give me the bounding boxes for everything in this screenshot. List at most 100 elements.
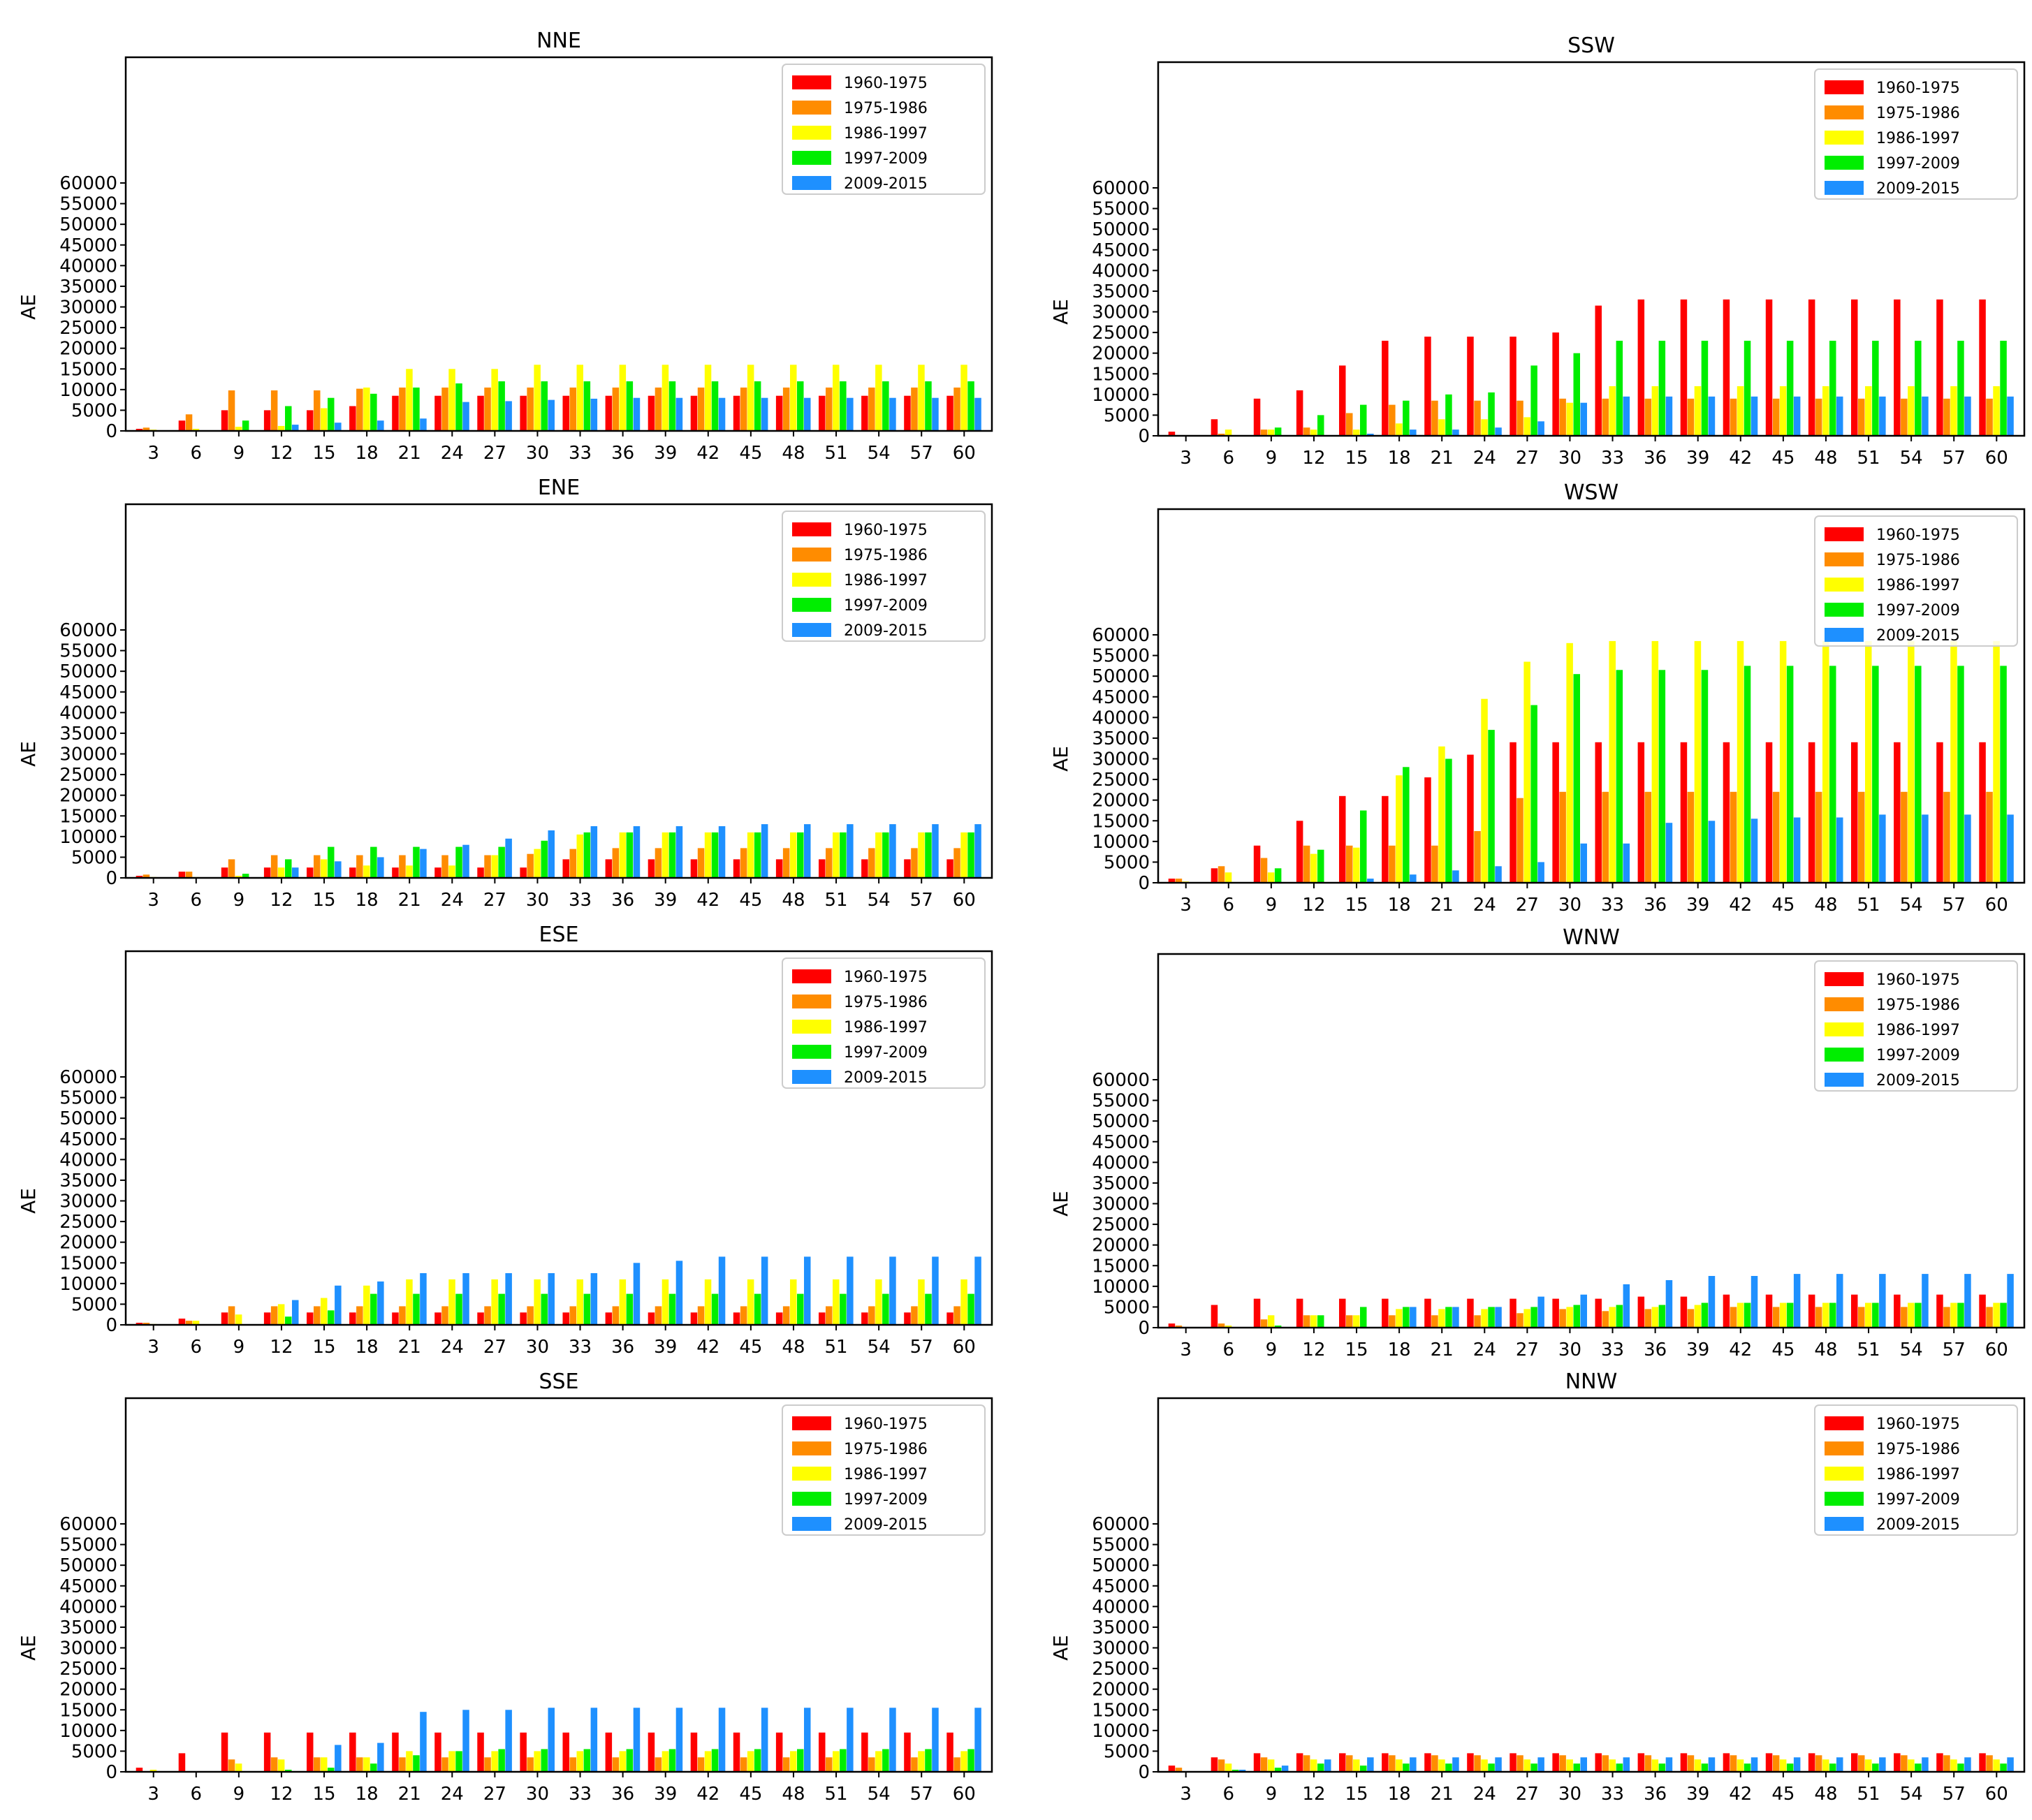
bar-1997-2009-42 [711,1293,719,1325]
legend-label: 1975-1986 [844,547,928,564]
bar-1960-1975-48 [1808,1294,1815,1328]
y-tick-label: 45000 [1092,1576,1150,1597]
bar-2009-2015-36 [633,1708,641,1772]
y-tick-label: 25000 [59,1659,117,1680]
y-tick-label: 55000 [59,194,117,215]
bar-2009-2015-39 [1708,821,1716,883]
x-tick-label: 30 [526,1337,549,1358]
y-tick-label: 20000 [1092,791,1150,812]
bar-1986-1997-48 [1822,1302,1829,1328]
bar-1986-1997-57 [918,832,925,878]
x-tick-label: 3 [147,890,159,911]
bar-1997-2009-27 [498,1749,505,1772]
legend-swatch [1825,181,1864,195]
bar-1960-1975-54 [861,1312,868,1326]
bar-2009-2015-24 [462,1273,469,1325]
bar-1960-1975-9 [221,1732,228,1772]
bar-2009-2015-27 [505,838,512,878]
bar-2009-2015-36 [1665,823,1673,883]
bar-1986-1997-21 [1438,1759,1445,1773]
bar-1997-2009-27 [498,1293,505,1325]
bar-1975-1986-27 [1516,1755,1523,1772]
bar-1986-1997-36 [619,832,627,878]
y-tick-label: 10000 [59,1721,117,1742]
bar-1960-1975-27 [477,867,484,878]
x-tick-label: 51 [1857,448,1880,469]
bar-1997-2009-6 [1231,1770,1239,1772]
bar-1975-1986-24 [1474,831,1481,883]
bar-1975-1986-21 [399,855,406,878]
bar-1986-1997-30 [534,1751,541,1772]
y-tick-label: 25000 [1092,323,1150,344]
chart-title: NNE [536,29,581,53]
bar-1986-1997-45 [747,365,754,431]
y-tick-label: 5000 [71,1741,117,1762]
legend-swatch [1825,156,1864,170]
legend-box [1814,1404,2018,1536]
bar-2009-2015-33 [590,1708,598,1772]
bar-1986-1997-39 [1694,1305,1702,1328]
bar-1997-2009-15 [328,846,335,878]
x-tick-label: 48 [1814,895,1837,916]
bar-1997-2009-54 [882,381,889,431]
bar-1960-1975-45 [733,395,740,431]
bar-1997-2009-51 [840,381,847,431]
bar-2009-2015-33 [1623,396,1630,436]
bar-2009-2015-42 [718,1708,726,1772]
bar-1975-1986-30 [1559,398,1566,436]
bar-1960-1975-24 [1467,337,1474,436]
bar-2009-2015-57 [932,1256,939,1325]
bar-1975-1986-12 [1303,427,1310,436]
bar-1975-1986-27 [1516,798,1523,883]
y-tick-label: 15000 [59,1700,117,1721]
bar-1986-1997-60 [960,1751,967,1772]
bar-1986-1997-9 [235,427,242,431]
chart-title: NNW [1565,1370,1618,1394]
x-tick-label: 18 [1388,448,1411,469]
bar-1997-2009-24 [455,846,462,878]
bar-2009-2015-21 [1452,1307,1459,1328]
legend-label: 1986-1997 [844,1466,928,1483]
bar-1960-1975-21 [1424,1753,1431,1772]
bar-2009-2015-15 [335,1745,342,1772]
y-tick-label: 35000 [1092,728,1150,749]
bar-2009-2015-24 [462,402,469,431]
bar-1975-1986-42 [1730,398,1737,436]
y-tick-label: 0 [1138,873,1150,894]
bar-1975-1986-39 [655,848,662,878]
bar-2009-2015-30 [548,1273,555,1325]
bar-1975-1986-18 [356,1757,363,1772]
bar-2009-2015-51 [847,1708,854,1772]
bar-1960-1975-3 [1168,1766,1176,1772]
bar-1986-1997-9 [1267,1759,1275,1773]
bar-1986-1997-42 [704,832,712,878]
x-tick-label: 18 [356,443,379,464]
bar-1986-1997-36 [619,1751,627,1772]
y-tick-label: 20000 [59,1680,117,1701]
bar-1960-1975-39 [1680,1296,1688,1328]
bar-1975-1986-30 [527,853,534,878]
bar-1997-2009-57 [1957,1763,1964,1772]
bar-1986-1997-18 [1396,775,1403,883]
bar-1997-2009-42 [1744,666,1751,883]
x-tick-label: 51 [824,1337,847,1358]
bar-2009-2015-57 [1964,814,1971,883]
bar-1975-1986-9 [228,1306,235,1325]
bar-2009-2015-42 [1750,1276,1758,1328]
y-tick-label: 25000 [1092,770,1150,791]
bar-1975-1986-36 [612,1757,620,1772]
bar-1975-1986-57 [911,1306,918,1325]
bar-2009-2015-57 [932,397,939,431]
bar-1960-1975-15 [1339,365,1346,436]
bar-1975-1986-12 [270,1757,278,1772]
bar-1960-1975-24 [1467,754,1474,883]
y-tick-label: 15000 [1092,1700,1150,1721]
bar-1960-1975-12 [263,410,271,431]
bar-1960-1975-33 [1595,1298,1602,1328]
bar-1986-1997-39 [662,832,669,878]
bar-1975-1986-45 [740,1757,747,1772]
y-tick-label: 40000 [59,1597,117,1617]
plot-frame [124,503,993,879]
x-tick-label: 27 [483,890,506,911]
bar-1975-1986-3 [1175,1768,1183,1772]
